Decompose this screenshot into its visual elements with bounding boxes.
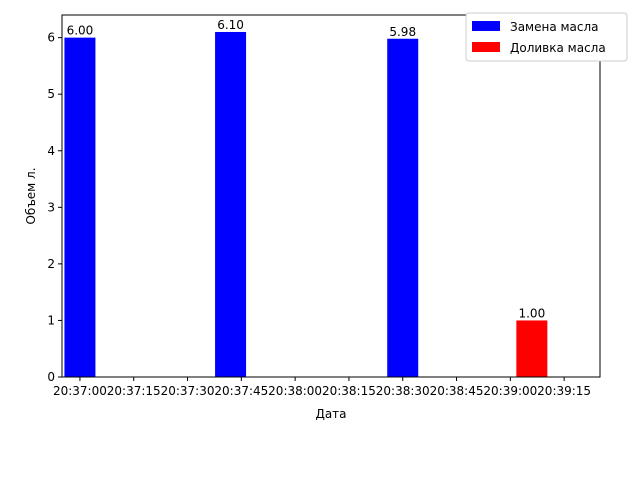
- bars-layer: [64, 31, 548, 377]
- y-axis: 0 1 2 3 4 5 6: [47, 31, 62, 384]
- bar-0-1: [215, 31, 247, 377]
- y-tick-label: 3: [47, 200, 55, 214]
- y-tick-label: 1: [47, 313, 55, 327]
- bar-labels-layer: 6.00 6.10 5.98 1.00: [67, 18, 546, 320]
- x-tick-label: 20:37:15: [107, 384, 161, 398]
- x-tick-label: 20:38:45: [430, 384, 484, 398]
- x-axis: 20:37:00 20:37:15 20:37:30 20:37:45 20:38:00…: [53, 377, 591, 398]
- bar-value-label: 6.00: [67, 24, 94, 38]
- x-tick-label: 20:37:00: [53, 384, 107, 398]
- legend: Замена масла Доливка масла: [465, 12, 628, 62]
- y-tick-label: 6: [47, 31, 55, 45]
- legend-swatch-oil-change: [472, 21, 500, 31]
- x-tick-label: 20:37:45: [214, 384, 268, 398]
- y-tick-label: 0: [47, 370, 55, 384]
- bar-value-label: 5.98: [389, 25, 416, 39]
- x-tick-label: 20:38:15: [322, 384, 376, 398]
- bar-1-0: [516, 320, 548, 377]
- x-tick-label: 20:39:15: [537, 384, 591, 398]
- x-tick-label: 20:37:30: [161, 384, 215, 398]
- y-axis-label: Объем л.: [24, 167, 38, 224]
- legend-label-oil-topup: Доливка масла: [510, 41, 606, 55]
- y-tick-label: 2: [47, 257, 55, 271]
- bar-value-label: 1.00: [518, 306, 545, 320]
- x-tick-label: 20:38:00: [268, 384, 322, 398]
- bar-value-label: 6.10: [217, 18, 244, 32]
- legend-box: [465, 12, 628, 62]
- x-tick-label: 20:39:00: [483, 384, 537, 398]
- y-tick-label: 4: [47, 144, 55, 158]
- bar-0-0: [64, 37, 96, 377]
- bar-0-2: [387, 38, 419, 377]
- x-axis-label: Дата: [315, 407, 346, 421]
- legend-swatch-oil-topup: [472, 42, 500, 52]
- legend-label-oil-change: Замена масла: [510, 20, 599, 34]
- y-tick-label: 5: [47, 87, 55, 101]
- plot-frame: [61, 14, 601, 378]
- x-tick-label: 20:38:30: [376, 384, 430, 398]
